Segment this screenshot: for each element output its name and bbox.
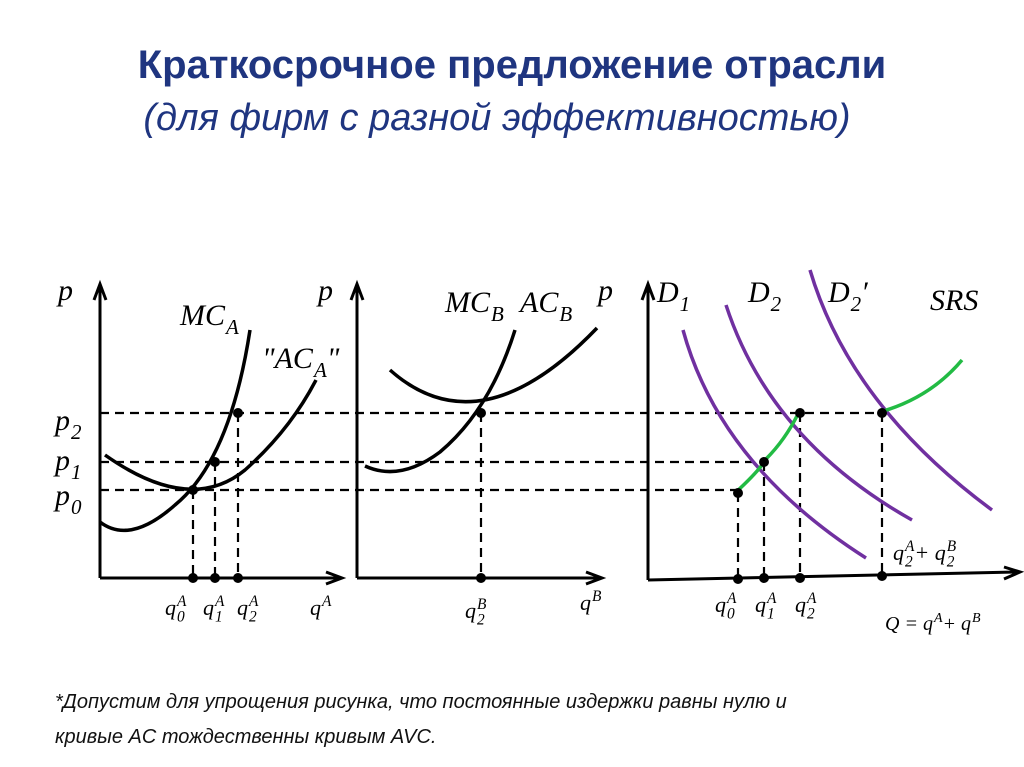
label-sub: 1 — [680, 292, 691, 316]
label: q — [755, 592, 766, 617]
label: + q — [943, 613, 972, 635]
label-sup: B — [592, 588, 602, 605]
label-sub: 2 — [807, 606, 815, 623]
curves — [98, 269, 994, 560]
label-sub: 2 — [947, 554, 955, 571]
label-sub: 2 — [477, 612, 485, 629]
label-sup: A — [321, 593, 332, 610]
label: D — [656, 276, 679, 309]
label: p — [596, 274, 613, 307]
subtitle: (для фирм с разной эффективностью) — [143, 97, 850, 139]
label: p — [53, 479, 70, 512]
label-sub: 2 — [771, 292, 782, 316]
axes — [92, 279, 1024, 586]
label: p — [316, 274, 333, 307]
label-sup: A — [248, 593, 259, 610]
guide-lines — [100, 411, 884, 580]
label: + q — [914, 540, 945, 565]
label-sub: A — [312, 358, 327, 382]
label-sub: 0 — [727, 606, 735, 623]
label-sub: 2 — [71, 420, 82, 444]
label: p — [56, 274, 73, 307]
title: Краткосрочное предложение отрасли — [138, 43, 887, 87]
label-sub: 2 — [905, 554, 913, 571]
label-sub: 0 — [177, 609, 185, 626]
footnote-line: кривые AC тождественны кривым AVC. — [55, 726, 436, 748]
points — [188, 408, 887, 584]
label: q — [165, 595, 176, 620]
label: MC — [179, 299, 226, 332]
label-sub: 1 — [215, 609, 223, 626]
label-sub: 1 — [767, 606, 775, 623]
label: Q = q — [885, 613, 933, 635]
label: D — [747, 276, 770, 309]
label: MC — [444, 286, 491, 319]
label-sup: A — [904, 538, 915, 555]
label: p — [53, 404, 70, 437]
label: SRS — [930, 284, 978, 317]
label: q — [715, 592, 726, 617]
label: p — [53, 444, 70, 477]
label-sup: B — [477, 596, 487, 613]
label: ′ — [861, 276, 868, 309]
label-sub: B — [491, 302, 504, 326]
label: D — [827, 276, 850, 309]
label-sup: A — [726, 590, 737, 607]
label: AC — [518, 286, 559, 319]
label-sup: A — [806, 590, 817, 607]
label: " — [327, 342, 340, 375]
label: "AC — [262, 342, 314, 375]
label-sup: A — [176, 593, 187, 610]
label: q — [795, 592, 806, 617]
label: q — [203, 595, 214, 620]
label-sup: A — [214, 593, 225, 610]
label-sub: 2 — [851, 292, 862, 316]
label-sub: 1 — [71, 460, 82, 484]
label-sub: 0 — [71, 495, 82, 519]
label-sub: A — [224, 315, 239, 339]
label: q — [465, 598, 476, 623]
label-sup: A — [766, 590, 777, 607]
label: q — [893, 540, 904, 565]
footnote-line: *Допустим для упрощения рисунка, что пос… — [55, 691, 787, 713]
label: q — [310, 595, 321, 620]
label-sub: 2 — [249, 609, 257, 626]
label-sub: B — [559, 302, 572, 326]
label: q — [237, 595, 248, 620]
label: q — [580, 590, 591, 615]
label-sup: A — [933, 611, 943, 626]
label-sup: B — [972, 611, 981, 626]
label-sup: B — [947, 538, 957, 555]
